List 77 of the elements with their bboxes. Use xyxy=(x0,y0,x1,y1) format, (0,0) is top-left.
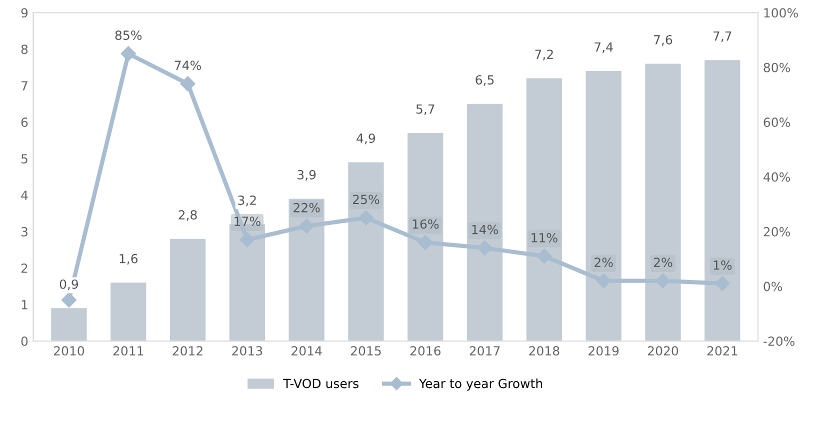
y-tick-label: 6 xyxy=(21,118,28,128)
y-tick-label: 0 xyxy=(21,336,28,346)
bar xyxy=(288,198,324,342)
data-label: 2% xyxy=(594,258,613,268)
data-label: 14% xyxy=(472,224,498,234)
legend-label: T-VOD users xyxy=(283,378,358,388)
bar xyxy=(408,133,444,342)
data-label: 7,2 xyxy=(535,50,553,60)
x-tick-label: 2012 xyxy=(172,346,202,356)
data-label: 7,6 xyxy=(654,34,672,46)
y2-tick-label: 100% xyxy=(764,8,798,18)
data-label: 4,9 xyxy=(356,134,376,144)
y-tick-label: 7 xyxy=(22,81,28,90)
x-tick-label: 2014 xyxy=(292,346,322,356)
y-tick-label: 9 xyxy=(21,8,28,18)
point xyxy=(61,292,77,308)
bar xyxy=(466,104,503,342)
x-tick-label: 2013 xyxy=(232,346,262,356)
data-label: 17% xyxy=(234,216,260,226)
legend-label: Year to year Growth xyxy=(419,378,542,391)
x-tick-label: 2015 xyxy=(350,346,381,356)
x-tick-label: 2019 xyxy=(588,346,619,356)
data-label: 6,5 xyxy=(476,75,494,86)
bar xyxy=(586,71,622,342)
data-label: 7,7 xyxy=(713,32,732,42)
data-label: 5,7 xyxy=(416,104,434,116)
point xyxy=(120,46,136,62)
y2-tick-label: 40% xyxy=(764,172,790,182)
data-label: 85% xyxy=(115,30,142,40)
bar xyxy=(348,162,384,342)
data-label: 11% xyxy=(532,233,558,242)
point xyxy=(655,273,671,288)
data-label: 3,2 xyxy=(238,196,256,206)
point xyxy=(714,276,730,292)
x-tick-label: 2021 xyxy=(707,346,738,356)
data-label: 74% xyxy=(174,60,201,70)
point xyxy=(240,232,255,248)
data-label: 16% xyxy=(412,219,439,229)
y-tick-label: 8 xyxy=(21,44,28,54)
data-label: 1% xyxy=(714,260,732,270)
x-tick-label: 2017 xyxy=(470,346,500,356)
data-label: 1,6 xyxy=(120,254,138,265)
data-label: 3,9 xyxy=(298,170,316,181)
bar xyxy=(170,238,206,342)
data-label: 2,8 xyxy=(178,210,197,221)
bar xyxy=(110,282,146,342)
x-tick-label: 2020 xyxy=(648,346,678,356)
y2-tick-label: -20% xyxy=(764,336,794,346)
data-label: 2% xyxy=(654,258,672,268)
bar xyxy=(526,78,562,342)
data-label: 25% xyxy=(353,194,380,204)
bar xyxy=(704,60,740,342)
point xyxy=(418,234,433,250)
point xyxy=(358,210,374,226)
y-tick-label: 1 xyxy=(22,300,28,310)
x-tick-label: 2016 xyxy=(410,346,440,356)
y2-tick-label: 80% xyxy=(764,62,790,72)
y-tick-label: 3 xyxy=(21,227,28,236)
data-label: 22% xyxy=(294,202,320,212)
y2-tick-label: 60% xyxy=(764,118,790,128)
bar xyxy=(51,308,87,342)
point xyxy=(299,218,314,234)
data-label: 0,9 xyxy=(60,279,78,290)
bar xyxy=(645,64,681,342)
x-tick-label: 2011 xyxy=(113,346,144,356)
y2-tick-label: 0% xyxy=(764,282,782,292)
y-tick-label: 5 xyxy=(21,154,28,164)
point xyxy=(536,248,552,264)
point xyxy=(477,240,492,256)
data-label: 7,4 xyxy=(594,42,613,54)
y-tick-label: 4 xyxy=(21,190,28,200)
y2-tick-label: 20% xyxy=(764,227,790,236)
x-tick-label: 2018 xyxy=(529,346,560,356)
point xyxy=(596,273,612,288)
x-tick-label: 2010 xyxy=(54,346,84,356)
y-tick-label: 2 xyxy=(21,264,28,273)
point xyxy=(180,76,196,92)
